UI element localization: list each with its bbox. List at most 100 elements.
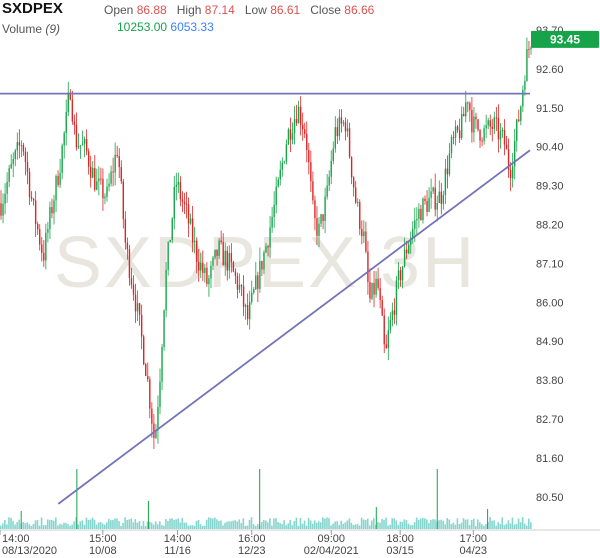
candle-body [511,166,514,179]
volume-bar [462,518,465,529]
candle-body [212,257,214,266]
candle-body [405,249,408,254]
volume-bar [134,519,137,529]
candle-body [287,129,290,145]
candle-body [214,249,216,258]
volume-bar [240,522,243,529]
volume-bar [220,520,222,529]
volume-bar [525,525,528,529]
candle-body [261,261,263,270]
candle-body [24,151,27,163]
volume-bar [493,520,495,529]
volume-bar [207,517,210,529]
volume-bar [454,524,457,529]
volume-bar [101,523,104,529]
candle-body [332,148,334,161]
volume-bar [138,521,141,529]
candle-body [479,129,481,141]
ohlc-readout: Open 86.88 High 87.14 Low 86.61 Close 86… [104,3,374,17]
candle-body [277,179,279,187]
volume-bar [460,522,463,529]
volume-bar [85,517,88,529]
candle-body [475,116,477,120]
candle-body [526,49,528,81]
candle-body [79,145,82,147]
candle-body [418,208,420,219]
y-tick-label: 80.50 [536,492,564,504]
candle-body [304,129,306,134]
candle-body [395,280,398,315]
candle-body [232,262,235,272]
volume-bar [126,520,128,529]
candle-body [130,278,133,285]
candle-body [281,162,284,170]
candle-body [151,408,153,424]
candle-body [448,153,451,175]
volume-bar [291,525,294,529]
volume-bar [474,525,477,529]
y-tick-label: 87.10 [536,258,564,270]
volume-bar [466,519,469,529]
volume-readout: Volume (9) [2,22,60,36]
candle-body [467,102,469,104]
candle-body [153,423,155,439]
volume-bar [456,518,459,529]
volume-bar [383,520,385,529]
close-value: 86.66 [344,3,375,17]
candle-body [263,252,265,270]
candle-body [357,202,359,204]
volume-bar [73,521,75,529]
candle-body [157,406,159,430]
candle-body [520,106,522,121]
volume-bar [161,525,163,529]
volume-bar [57,525,59,529]
volume-bar [303,520,306,529]
volume-bar [22,522,25,529]
close-label: Close [310,3,341,17]
volume-bar [342,523,345,529]
x-tick-time: 14:00 [2,533,30,545]
volume-bar [77,524,80,529]
candle-body [89,166,92,178]
candle-body [336,127,339,137]
candle-body [163,310,165,348]
candle-body [487,120,489,126]
candle-body [110,171,112,184]
volume-bar [413,522,416,529]
candle-body [436,202,438,210]
x-tick-date: 12/23 [238,545,266,557]
candle-body [61,145,63,173]
candle-body [497,117,500,140]
volume-bar [120,525,122,529]
candle-body [397,270,400,281]
volume-bar [491,520,493,529]
candle-body [175,184,178,187]
candle-body [224,250,226,266]
volume-bar [55,517,57,529]
volume-bar [185,522,188,529]
volume-bar [344,522,347,529]
volume-bar [83,524,86,529]
last-price-box [531,30,599,48]
candle-body [185,203,188,205]
candle-body [92,168,94,178]
annotation-lines [0,92,531,505]
candle-body [269,227,271,248]
candle-body [81,143,84,146]
y-tick-label: 90.40 [536,142,564,154]
candle-body [41,244,43,253]
candle-body [495,117,498,119]
candle-body [434,187,436,210]
volume-bar [405,520,408,529]
volume-bar [201,525,204,529]
candle-body [53,200,55,214]
candle-body [8,168,10,182]
candle-body [114,154,116,173]
volume-bar [195,520,198,529]
volume-bar [67,524,69,529]
candle-body [189,218,192,224]
candle-body [516,119,518,141]
candle-body [306,133,308,150]
volume-bar [283,520,285,529]
